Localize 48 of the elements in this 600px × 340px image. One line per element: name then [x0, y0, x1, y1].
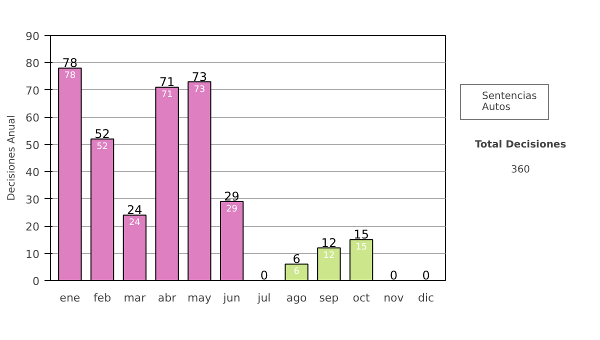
y-tick-label: 50 — [26, 138, 40, 152]
data-label: 29 — [226, 204, 238, 215]
y-tick-label: 80 — [26, 57, 40, 70]
text: 360 — [510, 164, 530, 176]
total-label: 6 — [292, 252, 300, 266]
total-label: 24 — [127, 203, 142, 218]
x-tick-label: oct — [352, 292, 371, 304]
data-label: 6 — [294, 267, 300, 278]
y-tick-label: 60 — [26, 112, 40, 125]
total-label: 0 — [422, 268, 430, 282]
y-tick-label: 20 — [26, 220, 40, 234]
x-tick-label: ene — [60, 292, 80, 304]
x-tick-label: sep — [319, 292, 339, 304]
data-label: 78 — [64, 71, 76, 82]
x-tick-label: feb — [93, 292, 112, 304]
x-tick-label: ago — [286, 292, 308, 304]
y-tick-label: 90 — [26, 30, 40, 43]
total-label: 0 — [260, 268, 268, 282]
x-tick-label: may — [187, 292, 212, 304]
data-label: 15 — [356, 242, 368, 253]
x-tick-label: jun — [222, 292, 240, 304]
total-label: 73 — [192, 70, 208, 84]
x-tick-label: jul — [256, 292, 271, 304]
data-label: 12 — [323, 250, 335, 261]
data-label: 24 — [128, 218, 141, 228]
y-tick-label: 70 — [26, 84, 40, 98]
text: Total Decisiones — [474, 140, 566, 150]
total-label: 15 — [354, 228, 369, 242]
text: Sentencias — [482, 91, 538, 102]
x-tick-label: abr — [158, 292, 177, 304]
y-tick-label: 0 — [32, 275, 40, 288]
x-tick-label: nov — [384, 292, 404, 304]
total-label: 12 — [321, 236, 337, 250]
y-axis-title: Decisiones Anual — [6, 115, 18, 201]
data-label: 71 — [161, 90, 173, 100]
x-tick-label: mar — [124, 292, 146, 304]
total-label: 0 — [390, 268, 398, 282]
total-label: 52 — [94, 126, 110, 141]
total-label: 29 — [224, 190, 240, 204]
y-tick-label: 40 — [26, 166, 40, 180]
total-label: 71 — [159, 75, 175, 90]
x-tick-label: dic — [418, 292, 434, 304]
y-tick-label: 10 — [26, 248, 40, 261]
data-label: 73 — [194, 84, 206, 95]
total-label: 78 — [62, 56, 78, 70]
text: Autos — [482, 102, 512, 113]
data-label: 52 — [96, 142, 108, 152]
y-tick-label: 30 — [26, 193, 40, 206]
